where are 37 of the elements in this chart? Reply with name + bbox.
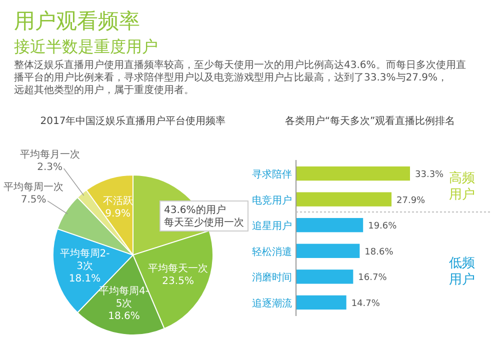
data-label: 23.5% (162, 276, 194, 288)
slice-label: 平均每周一次 (4, 180, 64, 193)
y-tick-label: 追逐潮流 (252, 297, 292, 310)
y-tick-label: 消磨时间 (252, 272, 292, 284)
data-label: 9.9% (105, 208, 131, 220)
data-label: 16.7% (358, 273, 388, 284)
bar (296, 166, 410, 181)
data-label: 18.6% (364, 247, 394, 258)
data-label: 18.6% (108, 310, 140, 322)
chart-title: 2017年中国泛娱乐直播用户平台使用频率 (40, 115, 226, 127)
data-label: 18.1% (68, 274, 101, 285)
y-tick-label: 轻松消遣 (252, 246, 292, 258)
data-label: 14.7% (351, 298, 380, 309)
bar (296, 192, 392, 206)
text: 43.6%的用户每天至少使用一次 (164, 204, 244, 228)
slice-label: 不活跃 (102, 194, 133, 207)
data-label: 27.9% (396, 196, 426, 206)
text: 用户观看频率 (14, 9, 140, 33)
text: 低频用户 (449, 256, 475, 288)
data-label: 33.3% (415, 170, 444, 180)
data-label: 2.3% (37, 162, 63, 174)
text: 高频用户 (449, 170, 475, 202)
text: 接近半数是重度用户 (14, 37, 158, 56)
slice-label: 平均每天一次 (148, 262, 208, 275)
text: 整体泛娱乐直播用户使用直播频率较高，至少每天使用一次的用户比例高达43.6%。而每日多次使用直播平台的用户比例来看，寻求陪伴型用户以及电竞游戏型用户占比最高，达到了33.3%与27.9%，远超其他类型的用户，属于重度使用者。 (14, 59, 466, 96)
data-label: 7.5% (20, 194, 46, 206)
y-tick-label: 电竞用户 (252, 194, 292, 206)
slice-label: 平均每周2-3次 (60, 248, 110, 272)
data-label: 19.6% (368, 222, 398, 232)
y-tick-label: 追星用户 (252, 220, 292, 232)
y-tick-label: 寻求陪伴 (252, 168, 292, 181)
bar (296, 270, 354, 284)
bar (296, 295, 346, 310)
slice-label: 平均每月一次 (20, 148, 80, 161)
bar (296, 244, 360, 258)
bar (296, 218, 364, 232)
chart-title: 各类用户“每天多次”观看直播比例排名 (284, 115, 456, 127)
